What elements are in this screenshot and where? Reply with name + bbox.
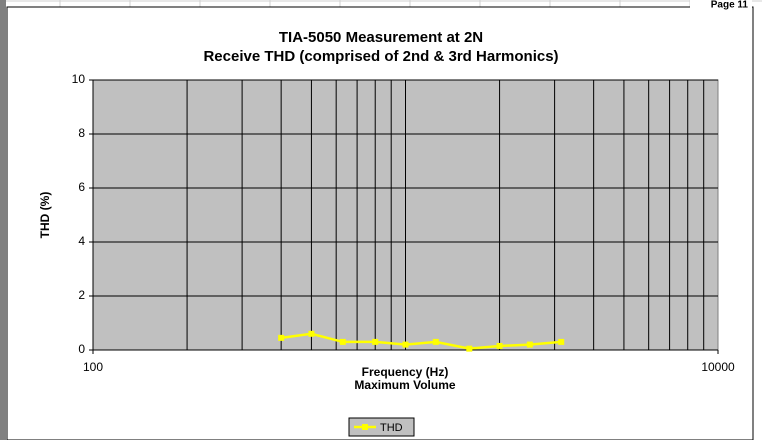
x-axis-label-2: Maximum Volume <box>354 378 455 392</box>
legend-label: THD <box>380 422 403 434</box>
y-tick-label: 4 <box>78 234 85 248</box>
data-point <box>526 341 533 348</box>
data-point <box>372 338 379 345</box>
data-point <box>278 334 285 341</box>
data-line <box>280 332 562 350</box>
y-tick-label: 8 <box>78 126 85 140</box>
data-point <box>402 341 409 348</box>
y-tick-label: 0 <box>78 342 85 356</box>
y-tick-label: 2 <box>78 288 85 302</box>
chart-title: TIA-5050 Measurement at 2N <box>279 29 483 46</box>
y-axis-label: THD (%) <box>38 192 52 239</box>
page-label-bg <box>690 0 752 8</box>
data-point <box>339 338 346 345</box>
data-point <box>496 342 503 349</box>
data-point <box>308 330 315 337</box>
data-point <box>466 345 473 352</box>
left-border <box>0 0 6 440</box>
data-point <box>432 338 439 345</box>
x-axis-label: Frequency (Hz) <box>362 365 449 379</box>
y-tick-label: 6 <box>78 180 85 194</box>
x-tick-label: 100 <box>83 360 103 374</box>
data-point <box>558 338 565 345</box>
chart-subtitle: Receive THD (comprised of 2nd & 3rd Harm… <box>203 48 558 65</box>
x-tick-label: 10000 <box>701 360 735 374</box>
legend-box <box>348 417 415 437</box>
y-tick-label: 10 <box>72 72 86 86</box>
legend-marker <box>362 424 368 430</box>
page-label: Page 11 <box>711 0 749 11</box>
